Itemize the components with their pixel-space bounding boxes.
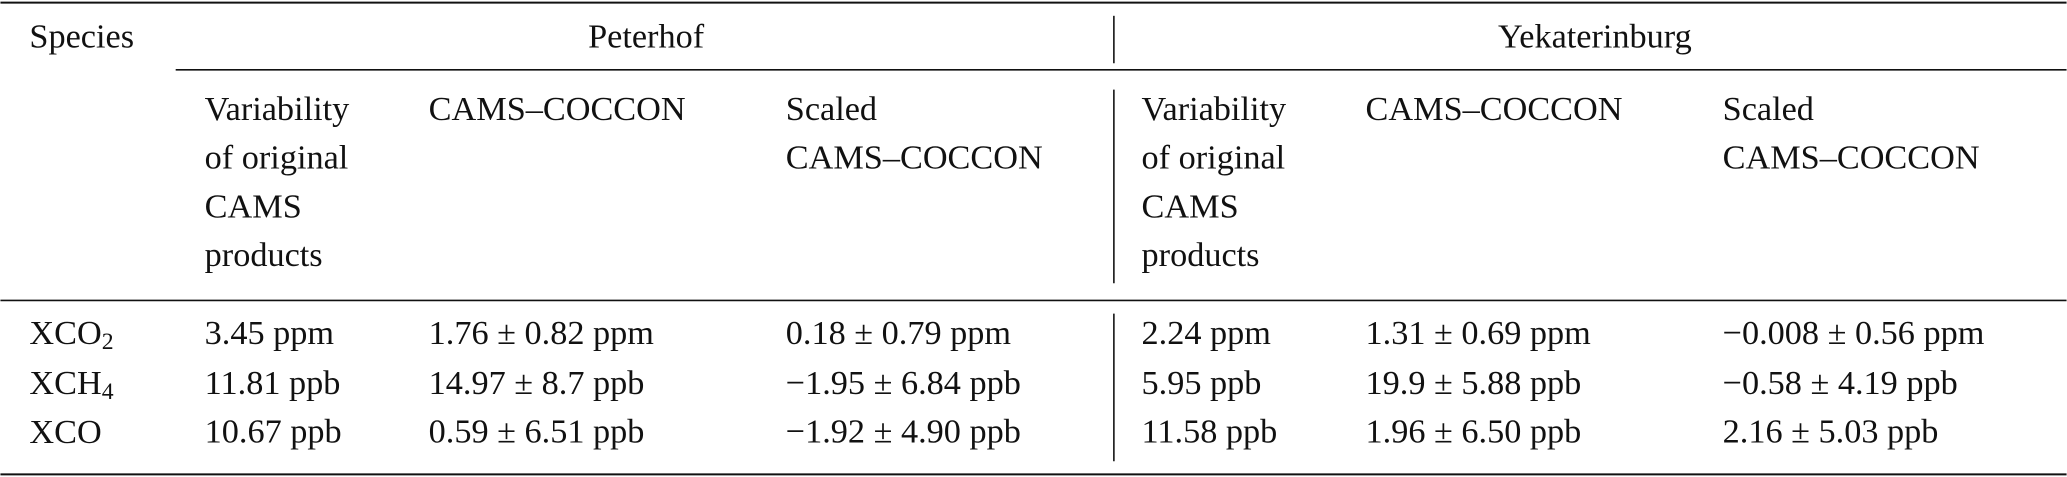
cell: −0.58 ± 4.19 ppb bbox=[1723, 364, 1958, 402]
species-subscript: 2 bbox=[102, 329, 114, 355]
cell: 11.58 ppb bbox=[1142, 413, 1278, 451]
species-label: XCH4 bbox=[29, 364, 113, 405]
column-header: of original bbox=[205, 139, 349, 177]
species-base: XCH bbox=[29, 364, 101, 402]
species-header: Species bbox=[29, 17, 134, 55]
species-label: XCO bbox=[29, 413, 101, 451]
cell: 1.76 ± 0.82 ppm bbox=[429, 314, 655, 352]
cell: 2.16 ± 5.03 ppb bbox=[1723, 413, 1939, 451]
column-header: CAMS–COCCON bbox=[1723, 139, 1980, 177]
species-base: XCO bbox=[29, 413, 101, 451]
column-header: of original bbox=[1142, 139, 1286, 177]
species-label: XCO2 bbox=[29, 314, 113, 355]
cell: 2.24 ppm bbox=[1142, 314, 1272, 352]
column-header: CAMS–COCCON bbox=[429, 90, 686, 128]
column-header: CAMS bbox=[205, 187, 302, 225]
cell: 14.97 ± 8.7 ppb bbox=[429, 364, 645, 402]
cell: −1.92 ± 4.90 ppb bbox=[786, 413, 1021, 451]
species-subscript: 4 bbox=[102, 379, 114, 405]
cell: 5.95 ppb bbox=[1142, 364, 1262, 402]
cell: 3.45 ppm bbox=[205, 314, 335, 352]
species-base: XCO bbox=[29, 314, 101, 352]
column-header: Scaled bbox=[786, 90, 877, 128]
column-header: products bbox=[205, 236, 323, 274]
cell: 19.9 ± 5.88 ppb bbox=[1366, 364, 1582, 402]
column-header: CAMS–COCCON bbox=[786, 139, 1043, 177]
column-header: Variability bbox=[205, 90, 350, 128]
column-header: CAMS–COCCON bbox=[1366, 90, 1623, 128]
cell: 1.31 ± 0.69 ppm bbox=[1366, 314, 1592, 352]
cell: 0.18 ± 0.79 ppm bbox=[786, 314, 1012, 352]
cell: 1.96 ± 6.50 ppb bbox=[1366, 413, 1582, 451]
cell: 10.67 ppb bbox=[205, 413, 342, 451]
group-header: Yekaterinburg bbox=[1498, 17, 1692, 55]
column-header: Scaled bbox=[1723, 90, 1814, 128]
cell: 11.81 ppb bbox=[205, 364, 341, 402]
cell: −1.95 ± 6.84 ppb bbox=[786, 364, 1021, 402]
cell: 0.59 ± 6.51 ppb bbox=[429, 413, 645, 451]
column-header: Variability bbox=[1142, 90, 1287, 128]
cell: −0.008 ± 0.56 ppm bbox=[1723, 314, 1985, 352]
column-header: products bbox=[1142, 236, 1260, 274]
group-header: Peterhof bbox=[588, 17, 705, 55]
column-header: CAMS bbox=[1142, 187, 1239, 225]
